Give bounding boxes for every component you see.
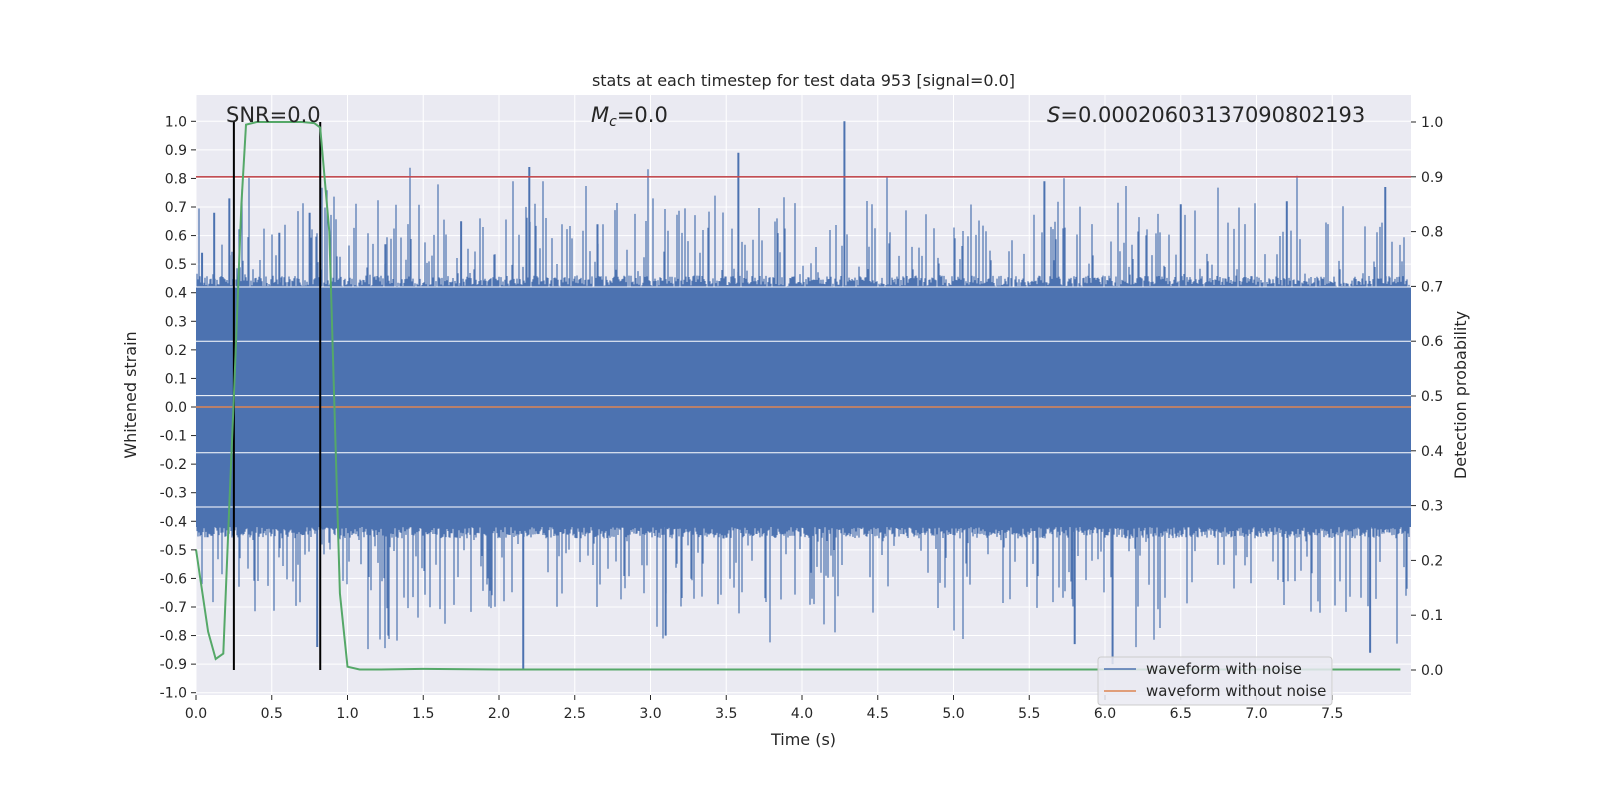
y-axis-left: 1.0 0.9 0.8 0.7 0.6 0.5 0.4 0.3 0.2 0.1 0.0 -0.1 -0.… — [160, 114, 196, 702]
legend-label-clean: waveform without noise — [1146, 682, 1326, 700]
y-tick-label: -0.2 — [160, 457, 187, 473]
y-tick-label: -0.1 — [160, 429, 187, 445]
y2-axis-label: Detection probability — [1451, 311, 1470, 479]
y2-tick-label: 0.1 — [1421, 608, 1443, 624]
x-tick-label: 1.5 — [412, 706, 434, 722]
chirp-mass-annotation: Mc=0.0 — [591, 103, 668, 130]
chart-title: stats at each timestep for test data 953… — [592, 71, 1015, 90]
y-tick-label: -0.8 — [160, 629, 187, 645]
x-tick-label: 5.5 — [1018, 706, 1040, 722]
y-tick-label: -0.4 — [160, 514, 187, 530]
s-symbol: S — [1047, 103, 1060, 127]
s-annotation: S=0.00020603137090802193 — [1047, 103, 1365, 127]
series-detection-probability — [195, 121, 1401, 671]
y-axis-label: Whitened strain — [121, 331, 140, 458]
x-tick-label: 5.0 — [942, 706, 964, 722]
y-tick-label: -0.7 — [160, 600, 187, 616]
y2-tick-label: 0.5 — [1421, 389, 1443, 405]
y2-tick-label: 1.0 — [1421, 115, 1443, 131]
y2-tick-label: 0.4 — [1421, 444, 1443, 460]
y-tick-label: 0.4 — [165, 286, 187, 302]
y-tick-label: -0.6 — [160, 571, 187, 587]
y2-tick-label: 0.7 — [1421, 279, 1443, 295]
x-tick-label: 6.5 — [1170, 706, 1192, 722]
snr-annotation: SNR=0.0 — [226, 103, 321, 127]
x-tick-label: 0.5 — [261, 706, 283, 722]
y-tick-label: -0.5 — [160, 543, 187, 559]
y-tick-label: 0.7 — [165, 200, 187, 216]
y-axis-right: 1.0 0.9 0.8 0.7 0.6 0.5 0.4 0.3 0.2 0.1 0.0 — [1411, 115, 1443, 679]
y2-tick-label: 0.9 — [1421, 170, 1443, 186]
legend-label-noise: waveform with noise — [1146, 660, 1302, 678]
y-tick-label: 1.0 — [165, 114, 187, 130]
overlay-lines — [195, 121, 1411, 671]
y2-tick-label: 0.0 — [1421, 663, 1443, 679]
x-tick-label: 2.0 — [488, 706, 510, 722]
y-tick-label: -1.0 — [160, 686, 187, 702]
x-axis-label: Time (s) — [770, 730, 836, 749]
y-tick-label: -0.3 — [160, 486, 187, 502]
x-tick-label: 1.0 — [336, 706, 358, 722]
y2-tick-label: 0.6 — [1421, 334, 1443, 350]
x-tick-label: 3.5 — [715, 706, 737, 722]
y-tick-label: 0.8 — [165, 171, 187, 187]
legend-box — [1097, 656, 1333, 706]
y-tick-label: -0.9 — [160, 657, 187, 673]
y-tick-label: 0.9 — [165, 143, 187, 159]
x-tick-label: 3.0 — [639, 706, 661, 722]
mc-value: =0.0 — [617, 103, 668, 127]
y2-tick-label: 0.8 — [1421, 225, 1443, 241]
x-tick-label: 0.0 — [185, 706, 207, 722]
y-tick-label: 0.2 — [165, 343, 187, 359]
x-tick-label: 4.5 — [867, 706, 889, 722]
x-tick-label: 4.0 — [791, 706, 813, 722]
s-value: =0.00020603137090802193 — [1060, 103, 1365, 127]
mc-symbol: M — [591, 103, 609, 127]
y-tick-label: 0.0 — [165, 400, 187, 416]
x-tick-label: 7.0 — [1245, 706, 1267, 722]
y-tick-label: 0.1 — [165, 371, 187, 387]
legend: waveform with noise waveform without noi… — [1097, 656, 1333, 706]
y-tick-label: 0.5 — [165, 257, 187, 273]
y-tick-label: 0.6 — [165, 229, 187, 245]
y-tick-label: 0.3 — [165, 314, 187, 330]
y2-tick-label: 0.2 — [1421, 553, 1443, 569]
y2-tick-label: 0.3 — [1421, 499, 1443, 515]
x-tick-label: 7.5 — [1321, 706, 1343, 722]
x-tick-label: 6.0 — [1094, 706, 1116, 722]
x-tick-label: 2.5 — [564, 706, 586, 722]
mc-subscript: c — [609, 114, 617, 130]
